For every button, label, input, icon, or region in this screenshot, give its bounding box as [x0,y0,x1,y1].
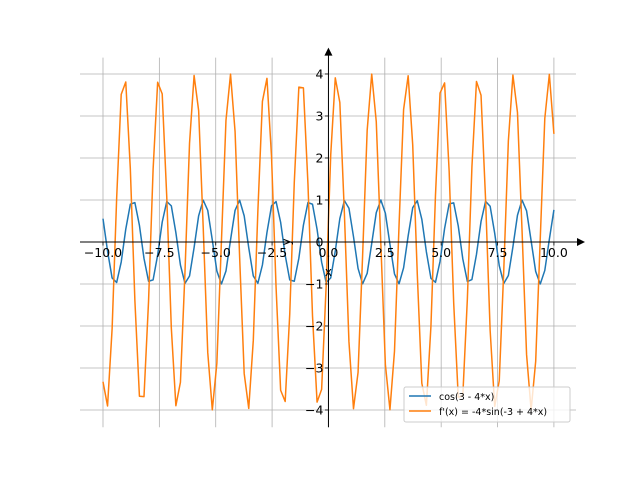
x-tick-label: −10.0 [84,245,122,260]
x-tick-label: 10.0 [540,245,568,260]
y-axis-label: y [279,238,293,245]
legend-label-0: cos(3 - 4*x) [439,392,494,403]
x-axis-label: x [325,265,332,279]
y-tick-label: 1 [315,192,323,207]
y-tick-label: 3 [315,108,323,123]
x-tick-label: −2.5 [257,245,287,260]
y-tick-label: 4 [315,66,323,81]
y-tick-label: −1 [305,276,323,291]
x-tick-label: 0.0 [319,245,339,260]
x-tick-label: −7.5 [144,245,174,260]
y-tick-label: −4 [305,402,323,417]
y-tick-label: −3 [305,360,323,375]
legend: cos(3 - 4*x) f'(x) = -4*sin(-3 + 4*x) [403,386,571,423]
y-tick-label: 0 [315,234,323,249]
legend-frame [403,386,571,423]
x-axis-arrow [577,237,585,246]
legend-label-1: f'(x) = -4*sin(-3 + 4*x) [439,407,547,418]
y-tick-label: −2 [305,318,323,333]
axes [80,47,585,428]
x-tick-label: −5.0 [201,245,231,260]
x-tick-label: 7.5 [488,245,508,260]
y-tick-label: 2 [315,150,323,165]
x-tick-label: 5.0 [431,245,451,260]
y-axis-arrow [324,47,333,56]
x-tick-label: 2.5 [375,245,395,260]
ticks: −10.0 −7.5 −5.0 −2.5 0.0 2.5 5.0 7.5 10.0 −4 −3 −2 −… [84,66,568,417]
